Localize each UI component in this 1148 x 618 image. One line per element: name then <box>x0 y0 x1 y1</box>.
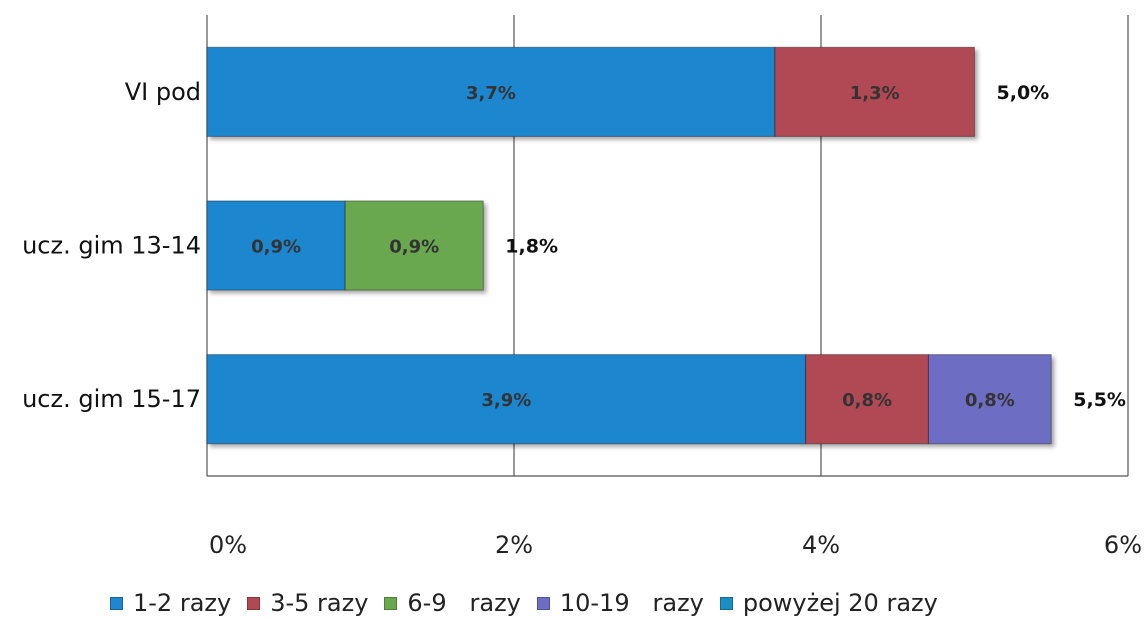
legend-label: powyżej 20 razy <box>742 589 938 617</box>
bar-segment <box>206 200 346 291</box>
total-value-label: 5,5% <box>1073 389 1126 411</box>
bar-segment <box>927 354 1052 445</box>
labels: 0% 2% 4% 6% VI pod 3,7% 1,3% 5,0% ucz. gim 13-14… <box>22 78 1142 559</box>
category-label: VI pod <box>125 78 201 106</box>
total-value-label: 5,0% <box>997 82 1050 104</box>
segment-value-label: 3,9% <box>481 390 531 411</box>
bar-segment <box>206 46 776 137</box>
x-tick-label: 6% <box>1104 531 1142 559</box>
legend-item: powyżej 20 razy <box>719 589 938 617</box>
bar-segment <box>344 200 484 291</box>
legend-swatch <box>247 596 261 610</box>
legend-swatch <box>536 596 550 610</box>
x-tick-label: 0% <box>209 531 247 559</box>
legend-item: 1-2 razy <box>110 589 231 617</box>
legend-item: 6-9 razy <box>384 589 521 617</box>
category-label: ucz. gim 15-17 <box>22 385 201 413</box>
segment-value-label: 0,8% <box>842 390 892 411</box>
total-value-label: 1,8% <box>505 236 558 258</box>
legend-swatch <box>719 596 733 610</box>
bar-segment <box>805 354 929 445</box>
legend: 1-2 razy 3-5 razy 6-9 razy 10-19 razy powyże… <box>110 588 954 618</box>
x-tick-label: 2% <box>495 531 533 559</box>
segment-value-label: 3,7% <box>466 83 516 104</box>
category-label: ucz. gim 13-14 <box>22 232 201 260</box>
bar-segment <box>206 354 807 445</box>
bar-segment <box>774 46 976 137</box>
segment-value-label: 0,8% <box>965 390 1015 411</box>
legend-label: 1-2 razy <box>133 589 232 617</box>
legend-item: 3-5 razy <box>247 589 368 617</box>
legend-swatch <box>384 596 398 610</box>
segment-value-label: 1,3% <box>850 83 900 104</box>
bars <box>206 46 1052 445</box>
legend-item: 10-19 razy <box>536 589 704 617</box>
x-tick-label: 4% <box>802 531 840 559</box>
legend-label: 10-19 razy <box>559 589 704 617</box>
stacked-bar-chart: 0% 2% 4% 6% VI pod 3,7% 1,3% 5,0% ucz. gim 13-14… <box>22 15 1142 559</box>
segment-value-label: 0,9% <box>251 237 301 258</box>
segment-value-label: 0,9% <box>389 237 439 258</box>
legend-label: 3-5 razy <box>270 589 369 617</box>
legend-label: 6-9 razy <box>407 589 521 617</box>
legend-swatch <box>110 596 123 610</box>
